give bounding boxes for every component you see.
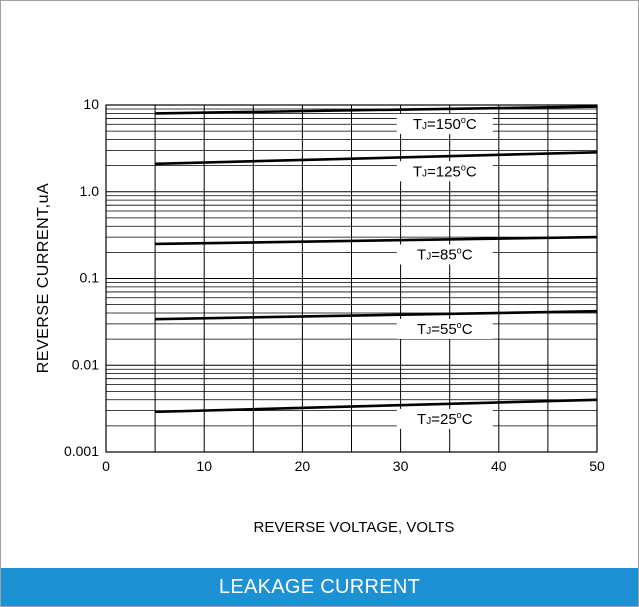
x-tick-label: 20 bbox=[295, 458, 311, 474]
x-axis-label: REVERSE VOLTAGE, VOLTS bbox=[254, 519, 455, 536]
series-line bbox=[155, 309, 598, 321]
series-line bbox=[155, 105, 598, 115]
x-tick-label: 30 bbox=[393, 458, 409, 474]
series-line bbox=[155, 150, 598, 166]
y-tick-label: 10 bbox=[83, 96, 99, 112]
x-tick-label: 40 bbox=[491, 458, 507, 474]
series-label-bg bbox=[396, 244, 493, 265]
x-tick-label: 50 bbox=[589, 458, 605, 474]
series-label: TJ=125oC bbox=[413, 162, 477, 180]
plot-border bbox=[105, 104, 598, 453]
grid bbox=[105, 104, 598, 453]
series-label: TJ=85oC bbox=[417, 245, 473, 263]
series-line bbox=[155, 235, 598, 246]
series-lines bbox=[155, 105, 598, 414]
series-label: TJ=25oC bbox=[417, 410, 473, 428]
x-tick-labels: 0 10 20 30 40 50 bbox=[102, 458, 605, 474]
series-label-bg bbox=[396, 408, 493, 429]
series-label-bg bbox=[396, 113, 493, 134]
y-tick-label: 0.01 bbox=[72, 356, 99, 372]
leakage-chart: TJ=150oC TJ=125oC TJ=85oC TJ=55oC TJ=25oC 0 1… bbox=[35, 96, 605, 536]
series-label: TJ=150oC bbox=[413, 115, 477, 133]
x-tick-label: 0 bbox=[102, 458, 110, 474]
y-tick-label: 0.001 bbox=[64, 443, 99, 459]
series-label-bg bbox=[396, 318, 493, 339]
series-label-bg bbox=[396, 161, 493, 182]
series-label: TJ=55oC bbox=[417, 320, 473, 338]
chart-caption: LEAKAGE CURRENT bbox=[1, 568, 638, 606]
y-axis-label: REVERSE CURRENT,uA bbox=[35, 183, 52, 373]
series-labels: TJ=150oC TJ=125oC TJ=85oC TJ=55oC TJ=25oC bbox=[396, 113, 493, 429]
x-tick-label: 10 bbox=[196, 458, 212, 474]
y-tick-label: 0.1 bbox=[80, 270, 100, 286]
y-tick-labels: 0.001 0.01 0.1 1.0 10 bbox=[64, 96, 99, 459]
y-tick-label: 1.0 bbox=[80, 183, 100, 199]
series-line bbox=[155, 398, 598, 414]
